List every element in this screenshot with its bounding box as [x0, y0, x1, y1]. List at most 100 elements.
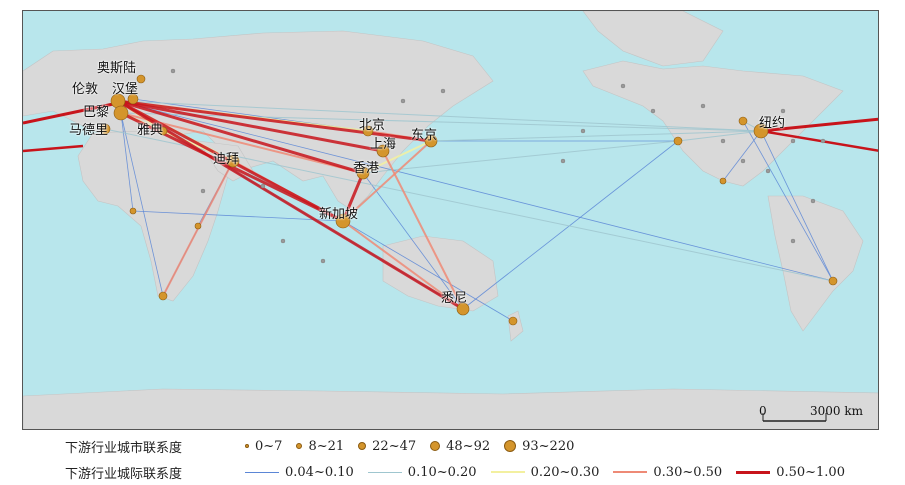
node-size-largest-icon: [504, 440, 517, 452]
city-label-hamburg: 汉堡: [112, 82, 139, 97]
node-legend-label: 0~7: [255, 438, 283, 454]
city-label-oslo: 奥斯陆: [97, 61, 137, 76]
city-node-small: [810, 198, 816, 204]
scale-zero-label: 0: [759, 404, 767, 418]
landmass-southamerica: [767, 195, 864, 332]
city-node-sydney: [456, 302, 470, 316]
edge-weight-2-icon: [367, 471, 402, 473]
node-legend-item: 0~7: [245, 439, 282, 454]
city-label-paris: 巴黎: [83, 105, 110, 120]
legend: 下游行业城市联系度 0~7 8~21 22~47 48~92 93~220 下游…: [0, 432, 905, 485]
city-node-paris: [113, 105, 129, 121]
link-0.30-0.50: [342, 140, 432, 222]
city-node-beijing: [362, 125, 374, 137]
link-0.04-0.10: [760, 130, 834, 282]
city-label-sydney: 悉尼: [441, 291, 468, 306]
city-label-singapore: 新加坡: [319, 207, 359, 222]
city-node-shanghai: [376, 144, 390, 158]
link-0.04-0.10: [117, 100, 834, 282]
scale-bar-graphic: [762, 413, 827, 422]
city-node-small: [650, 108, 656, 114]
link-0.10-0.20: [104, 128, 834, 282]
link-0.04-0.10: [362, 172, 464, 310]
link-0.10-0.20: [430, 130, 762, 142]
city-node-small: [700, 103, 706, 109]
city-node-la: [673, 136, 683, 146]
scale-bar: 0 3000 km: [758, 401, 878, 429]
city-node-small: [400, 98, 406, 104]
city-node-tokyo: [424, 134, 438, 148]
node-legend-title: 下游行业城市联系度: [65, 440, 183, 456]
link-0.50-1.00: [760, 117, 878, 133]
city-node-hamburg: [127, 93, 139, 105]
city-node-lagos: [129, 207, 137, 215]
link-0.50-1.00: [23, 101, 119, 125]
node-legend-item: 22~47: [358, 439, 416, 454]
city-node-nairobi: [194, 222, 202, 230]
link-0.04-0.10: [462, 140, 679, 310]
edge-legend-label: 0.50~1.00: [776, 464, 845, 480]
edge-weight-4-icon: [613, 471, 648, 473]
city-node-small: [765, 168, 771, 174]
node-legend-item: 93~220: [504, 439, 574, 454]
node-legend-label: 8~21: [308, 438, 345, 454]
edge-legend-item: 0.10~0.20: [367, 464, 477, 480]
city-node-singapore: [335, 213, 351, 229]
city-label-newyork: 纽约: [759, 116, 786, 131]
edge-weight-3-icon: [490, 471, 525, 473]
city-node-small: [560, 158, 566, 164]
scale-distance-label: 3000 km: [810, 404, 864, 418]
city-label-dubai: 迪拜: [213, 152, 240, 167]
link-0.30-0.50: [342, 220, 464, 310]
city-node-small: [280, 238, 286, 244]
city-node-small: [320, 258, 326, 264]
city-label-tokyo: 东京: [411, 128, 438, 143]
node-size-medium-icon: [358, 442, 367, 450]
link-0.50-1.00: [117, 99, 464, 311]
city-node-small: [720, 138, 726, 144]
link-0.50-1.00: [117, 99, 384, 153]
node-size-large-icon: [430, 441, 441, 451]
node-legend-row: 下游行业城市联系度 0~7 8~21 22~47 48~92 93~220: [65, 436, 588, 456]
city-node-hongkong: [356, 166, 370, 180]
city-node-oslo: [136, 74, 146, 84]
edge-legend-item: 0.20~0.30: [490, 464, 600, 480]
city-node-capetown: [158, 291, 168, 301]
city-node-saopaulo: [828, 276, 838, 286]
city-node-small: [780, 108, 786, 114]
link-0.50-1.00: [117, 99, 432, 143]
landmass-australia: [382, 235, 499, 312]
landmass-greenland: [582, 11, 724, 67]
link-0.04-0.10: [342, 220, 514, 322]
city-label-beijing: 北京: [359, 118, 386, 133]
city-label-london: 伦敦: [72, 82, 99, 97]
city-node-madrid: [99, 123, 111, 135]
edge-legend-label: 0.10~0.20: [407, 464, 477, 480]
city-node-small: [260, 183, 266, 189]
node-legend-item: 48~92: [430, 439, 490, 454]
link-0.04-0.10: [132, 210, 344, 222]
city-label-shanghai: 上海: [370, 137, 397, 152]
node-legend-label: 48~92: [446, 438, 491, 454]
edge-legend-row: 下游行业城际联系度 0.04~0.10 0.10~0.20 0.20~0.30 …: [65, 462, 859, 482]
edge-legend-label: 0.30~0.50: [653, 464, 723, 480]
landmass-northamerica: [582, 60, 844, 187]
city-label-hongkong: 香港: [353, 161, 380, 176]
link-0.50-1.00: [117, 99, 364, 175]
edge-legend-title: 下游行业城际联系度: [65, 466, 183, 482]
city-node-small: [620, 83, 626, 89]
link-0.10-0.20: [362, 140, 679, 174]
city-node-small: [440, 88, 446, 94]
link-0.20-0.30: [362, 140, 432, 174]
link-0.50-1.00: [23, 144, 84, 153]
link-0.30-0.50: [382, 150, 464, 310]
city-node-small: [820, 138, 826, 144]
city-node-small: [790, 138, 796, 144]
city-node-small: [740, 158, 746, 164]
edge-weight-5-icon: [736, 470, 771, 474]
city-node-chicago: [738, 116, 748, 126]
node-legend-label: 93~220: [522, 438, 575, 454]
city-node-athens: [158, 126, 168, 136]
edge-legend-label: 0.20~0.30: [530, 464, 600, 480]
city-node-small: [170, 68, 176, 74]
